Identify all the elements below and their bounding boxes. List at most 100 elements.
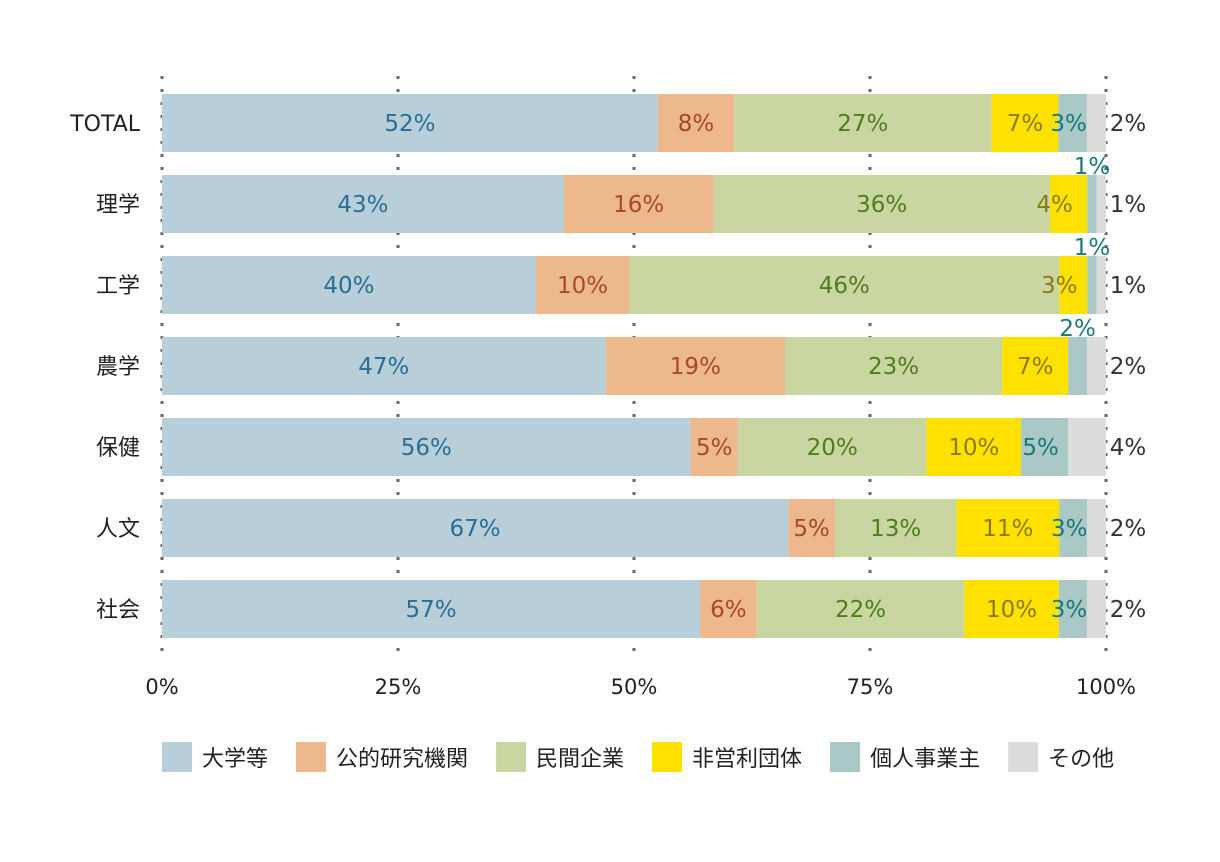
bars <box>162 94 1106 638</box>
data-label: 2% <box>1059 316 1096 342</box>
legend-swatch <box>652 742 683 772</box>
legend-label: 個人事業主 <box>870 747 980 772</box>
data-label: 52% <box>384 111 435 137</box>
category-label: 保健 <box>96 436 140 461</box>
data-label: 3% <box>1050 111 1087 137</box>
legend-label: 大学等 <box>202 747 268 772</box>
bar-segment <box>1087 256 1097 314</box>
legend-swatch <box>296 742 327 772</box>
data-label: 7% <box>1007 111 1044 137</box>
x-tick-label: 75% <box>847 675 894 699</box>
bar-segment <box>700 580 757 638</box>
legend-label: 公的研究機関 <box>336 747 468 772</box>
category-label: 工学 <box>96 274 140 299</box>
bar-segment <box>1087 337 1106 395</box>
bar-segment <box>535 256 630 314</box>
bar-segment <box>926 418 1022 476</box>
data-label: 16% <box>613 192 664 218</box>
data-label: 57% <box>405 597 456 623</box>
data-label: 5% <box>696 435 733 461</box>
data-label: 1% <box>1110 273 1147 299</box>
data-label: 8% <box>678 111 715 137</box>
data-label: 56% <box>401 435 452 461</box>
data-label: 7% <box>1017 354 1054 380</box>
bar-segment <box>734 94 992 152</box>
bar-segment <box>1059 256 1088 314</box>
bar-segment <box>1096 256 1106 314</box>
data-label: 40% <box>323 273 374 299</box>
legend: 大学等 公的研究機関 民間企業 非営利団体 個人事業主 その他 <box>162 742 1114 772</box>
category-label: 理学 <box>96 193 140 218</box>
data-label: 22% <box>835 597 886 623</box>
data-label: 46% <box>819 273 870 299</box>
bar-segment <box>956 499 1060 557</box>
category-label: TOTAL <box>69 112 141 137</box>
data-label: 20% <box>807 435 858 461</box>
data-label: 3% <box>1051 597 1088 623</box>
data-label: 13% <box>870 516 921 542</box>
bar-segment <box>737 418 927 476</box>
data-label: 2% <box>1110 111 1147 137</box>
bar-segment <box>162 256 536 314</box>
bar-segment <box>834 499 957 557</box>
bar-segment <box>1087 580 1106 638</box>
legend-label: その他 <box>1048 747 1114 772</box>
data-label: 43% <box>337 192 388 218</box>
data-label: 4% <box>1110 435 1147 461</box>
data-label: 27% <box>837 111 888 137</box>
data-label: 5% <box>1022 435 1059 461</box>
bar-segment <box>563 175 714 233</box>
bar-segment <box>162 580 701 638</box>
bar-segment <box>1087 175 1097 233</box>
data-label: 19% <box>670 354 721 380</box>
x-tick-label: 100% <box>1076 675 1136 699</box>
bar-segment <box>162 94 658 152</box>
bar-segment <box>788 499 835 557</box>
bar-segment <box>162 418 691 476</box>
legend-swatch <box>830 742 861 772</box>
bar-segment <box>991 94 1059 152</box>
bar-segment <box>713 175 1050 233</box>
bar-segment <box>1068 337 1088 395</box>
data-label: 1% <box>1074 235 1111 261</box>
data-label: 36% <box>856 192 907 218</box>
bar-segment <box>1086 94 1106 152</box>
x-tick-label: 0% <box>145 675 178 699</box>
data-label: 67% <box>450 516 501 542</box>
bar-segment <box>756 580 965 638</box>
bar-segment <box>690 418 738 476</box>
bar-segment <box>1058 580 1088 638</box>
bar-segment <box>1049 175 1088 233</box>
bar-segment <box>1058 94 1087 152</box>
legend-swatch <box>1008 742 1039 772</box>
bar-segment <box>657 94 735 152</box>
category-label: 農学 <box>96 355 140 380</box>
data-label: 11% <box>982 516 1033 542</box>
bar-segment <box>1002 337 1069 395</box>
category-label: 社会 <box>96 598 140 623</box>
bar-segment <box>162 337 606 395</box>
data-label: 1% <box>1074 154 1111 180</box>
data-label: 1% <box>1110 192 1147 218</box>
data-label: 47% <box>358 354 409 380</box>
legend-label: 非営利団体 <box>692 747 802 772</box>
legend-swatch <box>162 742 192 772</box>
data-labels: 52% 8% 27% 7% 3% 2%43% 16% 36% 4%1%1%40% 10% 46% 3%… <box>323 111 1146 623</box>
data-label: 10% <box>986 597 1037 623</box>
data-label: 2% <box>1110 597 1147 623</box>
data-label: 2% <box>1110 516 1147 542</box>
legend-label: 民間企業 <box>536 747 624 772</box>
bar-segment <box>785 337 1003 395</box>
bar-segment <box>1096 175 1106 233</box>
bar-segment <box>1087 499 1106 557</box>
data-label: 5% <box>793 516 830 542</box>
bar-segment <box>964 580 1059 638</box>
bar-segment <box>1021 418 1069 476</box>
data-label: 3% <box>1041 273 1078 299</box>
data-label: 10% <box>557 273 608 299</box>
bar-segment <box>162 175 564 233</box>
data-label: 23% <box>868 354 919 380</box>
bar-segment <box>162 499 789 557</box>
